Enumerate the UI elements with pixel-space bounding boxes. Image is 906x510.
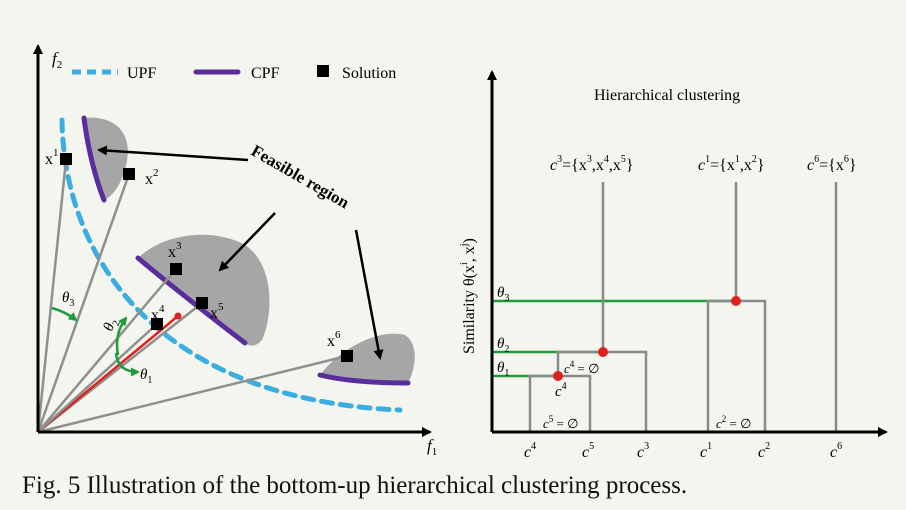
rays <box>36 159 348 434</box>
legend-cpf-label: CPF <box>251 65 280 82</box>
feasible-region-label: Feasible region <box>248 141 353 213</box>
feasible-arrow-top <box>97 145 249 162</box>
feasible-region-middle <box>138 234 270 346</box>
theta1-arc <box>114 352 140 377</box>
feasible-arrow-bottom <box>354 229 384 360</box>
red-point <box>174 312 182 320</box>
solution-label-x2: x2 <box>145 167 159 188</box>
f2-axis-label: f2 <box>52 49 62 71</box>
ray-red <box>37 315 179 433</box>
threshold-theta3: θ3 <box>497 285 509 304</box>
upf-curve <box>59 117 403 413</box>
solution-markers <box>60 153 353 362</box>
theta3-label: θ3 <box>62 290 74 309</box>
theta1-label: θ1 <box>140 367 152 386</box>
dendrogram-title: Hierarchical clustering <box>594 87 740 104</box>
theta2-label: θ2 <box>101 316 123 334</box>
right-panel: Hierarchical clustering Similarity θ(xi,… <box>459 70 888 461</box>
feasible-arrow-middle <box>218 212 276 272</box>
cluster-c3-label: c3={x3,x4,x5} <box>550 154 634 174</box>
theta3-arc <box>51 306 78 322</box>
cpf-curve-bottom <box>317 372 411 386</box>
solution-label-x1: x1 <box>45 147 59 168</box>
figure-caption: Fig. 5 Illustration of the bottom-up hie… <box>22 472 688 499</box>
ray-x4 <box>37 323 158 433</box>
c2-empty-label: c2 = ∅ <box>716 414 751 431</box>
leaf-label-c2: c2 <box>758 441 770 461</box>
solution-label-x4: x4 <box>151 303 165 324</box>
leaf-label-c1: c1 <box>700 441 712 461</box>
similarity-axis-label: Similarity θ(xi, xj) <box>459 238 478 354</box>
dendrogram <box>528 182 838 432</box>
legend-solution-swatch <box>317 65 329 77</box>
figure-svg: f1 f2 x1 x2 x3 x4 x5 x6 θ3 θ2 θ1 Feasibl… <box>33 44 888 461</box>
f1-axis-label: f1 <box>427 436 437 458</box>
threshold-lines <box>492 299 736 378</box>
solution-label-x3: x3 <box>168 240 182 261</box>
c5-empty-label: c5 = ∅ <box>543 414 578 431</box>
merge-points <box>553 296 741 381</box>
feasible-region-top <box>84 117 128 200</box>
cluster-c1-label: c1={x1,x2} <box>698 154 765 174</box>
c4-empty-label: c4 = ∅ <box>564 359 599 376</box>
left-panel: f1 f2 x1 x2 x3 x4 x5 x6 θ3 θ2 θ1 Feasibl… <box>33 44 437 458</box>
cluster-c6-label: c6={x6} <box>807 154 857 174</box>
legend-solution-label: Solution <box>342 65 396 82</box>
leaf-label-c3: c3 <box>637 441 649 461</box>
cpf-curve-top <box>81 115 107 203</box>
leaf-label-c6: c6 <box>830 441 842 461</box>
feasible-region-bottom <box>320 333 415 383</box>
cpf-curve-middle <box>135 255 248 346</box>
legend: UPF CPF Solution <box>72 65 396 82</box>
threshold-theta2: θ2 <box>497 336 509 355</box>
c4-label: c4 <box>555 381 567 400</box>
solution-label-x6: x6 <box>327 329 341 350</box>
leaf-label-c5: c5 <box>582 441 594 461</box>
leaf-label-c4: c4 <box>524 441 536 461</box>
legend-upf-label: UPF <box>127 65 156 82</box>
solution-label-x5: x5 <box>210 301 224 322</box>
threshold-theta1: θ1 <box>497 360 509 379</box>
theta2-arc <box>115 316 128 356</box>
